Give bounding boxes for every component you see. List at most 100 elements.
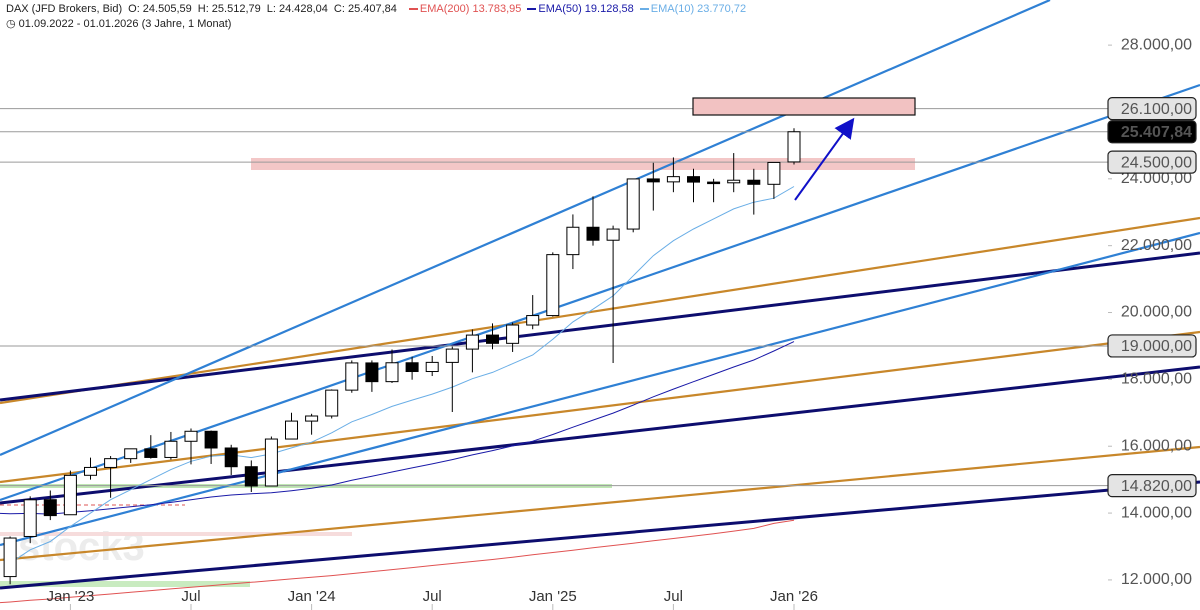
level-box bbox=[1107, 120, 1197, 144]
candle-body bbox=[767, 161, 781, 185]
legend: EMA(200) 13.783,95 EMA(50) 19.128,58 EMA(10)… bbox=[408, 3, 752, 15]
candle-body bbox=[465, 334, 479, 350]
ema-line bbox=[0, 341, 795, 515]
trend-lines-orange bbox=[0, 216, 1200, 562]
ohlc-value: L: 24.428,04 bbox=[266, 3, 328, 15]
candle-body bbox=[164, 440, 178, 458]
x-tick-label: Jan '24 bbox=[288, 588, 336, 605]
support-zone bbox=[0, 581, 250, 587]
target-zone bbox=[692, 97, 916, 116]
candle-body bbox=[23, 499, 37, 537]
range: 01.09.2022 - 01.01.2026 (3 Jahre, 1 Mona… bbox=[18, 18, 232, 30]
candle-body bbox=[425, 361, 439, 373]
candle-body bbox=[486, 334, 499, 344]
resistance-zone bbox=[251, 158, 915, 170]
y-tick-label: 24.000,00 bbox=[1121, 170, 1192, 187]
level-label: 25.407,84 bbox=[1121, 124, 1192, 141]
candle-body bbox=[144, 448, 158, 458]
candle-body bbox=[606, 228, 620, 241]
candle-body bbox=[727, 179, 741, 184]
ema-line bbox=[0, 519, 795, 604]
candle-body bbox=[104, 458, 118, 468]
y-tick-label: 12.000,00 bbox=[1121, 571, 1192, 588]
annotations-front bbox=[692, 97, 916, 201]
legend-swatch bbox=[639, 8, 649, 11]
candle-body bbox=[646, 178, 660, 183]
ohlc-value: O: 24.505,59 bbox=[128, 3, 192, 15]
resistance-zone bbox=[0, 532, 352, 536]
candle-body bbox=[84, 466, 97, 476]
candle-body bbox=[3, 537, 17, 578]
symbol: DAX (JFD Brokers, Bid) bbox=[6, 3, 123, 15]
candle-body bbox=[526, 315, 540, 326]
candle-body bbox=[566, 226, 580, 256]
x-tick-label: Jan '25 bbox=[529, 588, 577, 605]
legend-swatch bbox=[527, 8, 537, 11]
plot-marks bbox=[0, 128, 801, 604]
axes: 12.000,00 14.000,00 16.000,00 18.000,00 20.0… bbox=[46, 36, 1197, 610]
x-tick-label: Jul bbox=[664, 588, 683, 605]
candle-body bbox=[666, 176, 680, 183]
legend-value: 19.128,58 bbox=[584, 3, 634, 15]
x-tick-label: Jan '23 bbox=[46, 588, 94, 605]
candle-body bbox=[224, 447, 238, 468]
candle-body bbox=[445, 348, 459, 363]
candle-body bbox=[586, 226, 600, 241]
level-label: 14.820,00 bbox=[1121, 478, 1192, 495]
legend-swatch bbox=[408, 8, 418, 11]
header-row: ◷ 01.09.2022 - 01.01.2026 (3 Jahre, 1 Mo… bbox=[6, 18, 232, 30]
annotations-back: stock3 bbox=[0, 0, 1200, 590]
candle-body bbox=[747, 179, 761, 185]
candle-body bbox=[345, 362, 359, 391]
candle-body bbox=[305, 415, 319, 422]
header-row: DAX (JFD Brokers, Bid) O: 24.505,59 H: 25.… bbox=[6, 2, 758, 17]
trend-lines-navy bbox=[0, 251, 1200, 590]
trend-line bbox=[0, 445, 1200, 562]
x-tick-label: Jul bbox=[181, 588, 200, 605]
level-label: 24.500,00 bbox=[1121, 154, 1192, 171]
trend-line bbox=[0, 480, 1200, 590]
candle-body bbox=[184, 430, 198, 442]
candle-body bbox=[385, 362, 399, 383]
candle-body bbox=[506, 324, 520, 344]
candle-body bbox=[264, 438, 278, 487]
level-box bbox=[1107, 97, 1197, 121]
level-box bbox=[1107, 334, 1197, 358]
y-tick-label: 22.000,00 bbox=[1121, 237, 1192, 254]
candle-body bbox=[365, 362, 379, 383]
candle-body bbox=[285, 420, 298, 440]
candle-body bbox=[244, 466, 258, 487]
header: DAX (JFD Brokers, Bid) O: 24.505,59 H: 25.… bbox=[6, 2, 758, 32]
trend-line bbox=[0, 0, 1051, 457]
candle-body bbox=[626, 178, 640, 230]
arrow bbox=[794, 117, 855, 201]
trend-line bbox=[0, 231, 1200, 547]
legend-value: 13.783,95 bbox=[472, 3, 522, 15]
trend-line bbox=[0, 251, 1200, 402]
candle-body bbox=[787, 131, 801, 163]
trend-line bbox=[0, 365, 1200, 505]
candle-body bbox=[43, 499, 57, 517]
candle-body bbox=[325, 389, 339, 417]
candle-body bbox=[124, 448, 138, 460]
legend-name: EMA(10) bbox=[650, 3, 695, 15]
legend-name: EMA(50) bbox=[538, 3, 582, 15]
trend-line bbox=[0, 216, 1200, 405]
ohlc-value: C: 25.407,84 bbox=[333, 3, 397, 15]
legend-name: EMA(200) bbox=[419, 3, 470, 15]
y-tick-label: 28.000,00 bbox=[1121, 36, 1192, 53]
ohlc-value: H: 25.512,79 bbox=[197, 3, 261, 15]
level-label: 19.000,00 bbox=[1121, 338, 1192, 355]
candle-body bbox=[546, 254, 560, 317]
y-tick-label: 20.000,00 bbox=[1121, 304, 1192, 321]
candle-body bbox=[405, 362, 419, 373]
candle-body bbox=[204, 430, 218, 449]
level-box bbox=[1107, 474, 1197, 498]
ema-line bbox=[9, 186, 795, 564]
level-lines bbox=[0, 108, 1108, 487]
legend-value: 23.770,72 bbox=[697, 3, 747, 15]
trend-lines-blue bbox=[0, 0, 1200, 547]
y-tick-label: 16.000,00 bbox=[1121, 437, 1192, 454]
